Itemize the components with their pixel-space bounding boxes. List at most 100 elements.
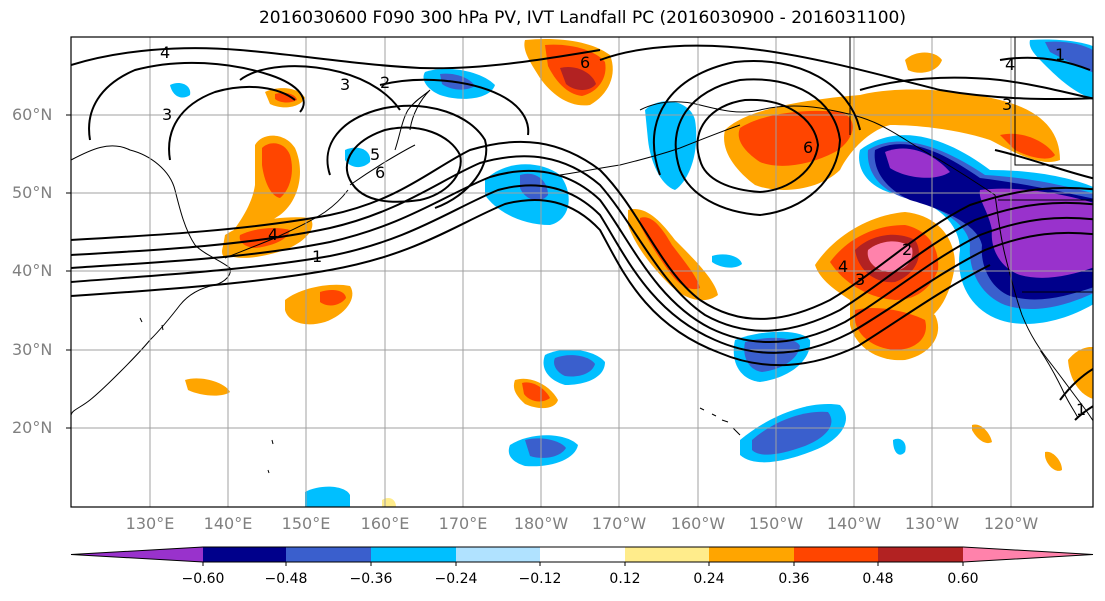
shade-negative-region (712, 254, 742, 268)
pv-contour-line (168, 86, 296, 161)
pv-contour-line (652, 60, 861, 176)
lon-label: 140°W (826, 514, 882, 533)
pv-contour-line (379, 78, 530, 136)
contour-label: 5 (370, 145, 380, 164)
lon-label: 170°E (438, 514, 488, 533)
shade-positive-region (185, 378, 230, 396)
colorbar-segment (456, 547, 540, 562)
lon-label: 150°W (748, 514, 804, 533)
shade-positive-region (560, 66, 596, 90)
shade-negative-region (1045, 41, 1093, 73)
contour-label: 1 (1055, 45, 1065, 64)
colorbar-extend-min (71, 547, 203, 562)
pv-contour-line (674, 78, 842, 217)
lat-label: 50°N (12, 183, 53, 202)
pv-contour-line (71, 140, 1093, 320)
contour-label: 3 (162, 105, 172, 124)
pv-contour-line (88, 61, 305, 141)
colorbar-tick-label: 0.48 (862, 571, 894, 587)
lon-label: 120°W (983, 514, 1039, 533)
lon-label: 170°W (591, 514, 647, 533)
coastlines (71, 37, 1093, 474)
pv-contour-line (71, 184, 1093, 354)
pv-contours (71, 44, 1093, 421)
pv-contour-line (71, 169, 1093, 344)
pv-contour-line (1059, 367, 1093, 421)
colorbar-tick-label: 0.12 (609, 571, 641, 587)
contour-label: 6 (580, 53, 590, 72)
pv-contour-line (71, 155, 1093, 332)
lon-label: 130°W (904, 514, 960, 533)
lon-label: 160°W (670, 514, 726, 533)
contour-label: 3 (855, 270, 865, 289)
border-line (1014, 37, 1093, 166)
colorbar-extend-max (963, 547, 1093, 562)
lon-label: 160°E (360, 514, 410, 533)
shade-negative-region (170, 83, 191, 98)
shade-negative-region (979, 188, 1093, 278)
shade-negative-region (554, 355, 595, 377)
colorbar-tick-label: 0.60 (947, 571, 979, 587)
shade-positive-region (905, 52, 942, 73)
shade-positive-region (320, 290, 346, 306)
shade-negative-region (885, 148, 950, 178)
contour-label: 4 (1005, 55, 1015, 74)
colorbar-tick-label: −0.36 (349, 571, 393, 587)
lat-ticks (66, 114, 71, 429)
shade-positive-region (738, 110, 853, 166)
contour-labels: 4 3 2 3 6 6 5 4 1 6 4 3 2 1 3 4 1 (160, 43, 1086, 419)
contour-label: 4 (160, 43, 170, 62)
pv-contour-line (71, 47, 601, 70)
colorbar-segment (286, 547, 371, 562)
shade-positive-region (1000, 133, 1055, 159)
shade-positive-region (522, 382, 550, 402)
lon-label: 130°E (125, 514, 175, 533)
alaska-coastline (639, 101, 996, 196)
colorbar (70, 546, 1094, 566)
contour-label: 3 (340, 75, 350, 94)
lat-label: 30°N (12, 340, 53, 359)
contour-label: 2 (902, 240, 912, 259)
colorbar-segment (540, 547, 625, 562)
pv-contour-line (599, 44, 1093, 101)
contour-label: 6 (375, 163, 385, 182)
pv-contour-line (859, 76, 1093, 100)
colorbar-tick-label: −0.24 (434, 571, 478, 587)
shade-negative-region (893, 438, 906, 455)
lon-label: 150°E (281, 514, 331, 533)
map-plot-area: 4 3 2 3 6 6 5 4 1 6 4 3 2 1 3 4 1 (71, 37, 1093, 507)
pv-contour-line (994, 149, 1093, 180)
colorbar-segment (203, 547, 286, 562)
lat-label: 20°N (12, 418, 53, 437)
lon-label: 180°W (513, 514, 569, 533)
pv-contour-line (999, 56, 1091, 71)
contour-label: 4 (268, 225, 278, 244)
lon-label: 140°E (203, 514, 253, 533)
pv-contour-line (326, 104, 488, 209)
map-frame (70, 36, 1094, 508)
shade-negative-region (525, 438, 566, 458)
shade-negative-region (305, 486, 350, 507)
shade-positive-region (1045, 451, 1062, 471)
shade-positive-region (275, 92, 297, 103)
colorbar-tick-label: 0.24 (693, 571, 725, 587)
shade-negative-region (752, 411, 832, 455)
hawaii-islands (699, 407, 741, 436)
shade-positive-region (1068, 347, 1093, 399)
lat-label: 40°N (12, 261, 53, 280)
colorbar-segment (709, 547, 794, 562)
pv-contour-line (345, 126, 462, 203)
contour-label: 6 (803, 138, 813, 157)
contour-label: 4 (838, 257, 848, 276)
colorbar-tick-label: −0.12 (518, 571, 562, 587)
shade-positive-region (262, 143, 292, 198)
colorbar-segment (794, 547, 878, 562)
japan-coastline (224, 189, 349, 259)
north-america-coastline (994, 194, 1093, 422)
colorbar-tick-label: 0.36 (778, 571, 810, 587)
shade-positive-region (972, 424, 992, 444)
map-title: 2016030600 F090 300 hPa PV, IVT Landfall… (258, 8, 906, 28)
pv-contour-line (71, 198, 991, 367)
colorbar-tick-label: −0.48 (264, 571, 308, 587)
